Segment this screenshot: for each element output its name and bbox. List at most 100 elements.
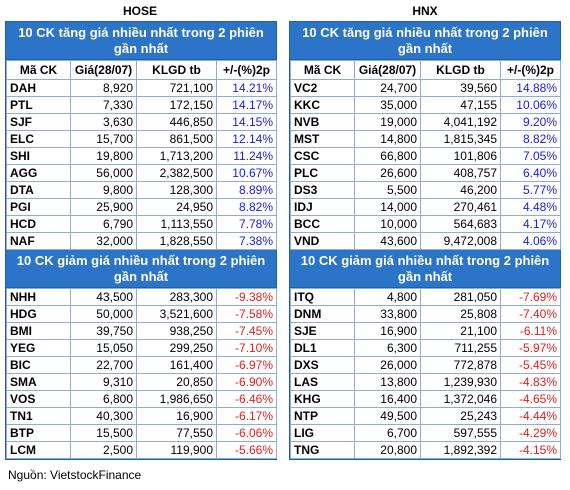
ticker-cell: TN1 xyxy=(6,407,71,425)
change-cell: 4.17% xyxy=(500,215,561,233)
column-header: Giá(28/07) xyxy=(70,60,137,80)
ticker-cell: HDG xyxy=(6,305,71,323)
volume-cell: 24,950 xyxy=(136,198,217,216)
change-cell: 8.82% xyxy=(216,198,277,216)
volume-cell: 270,461 xyxy=(420,198,501,216)
volume-cell: 721,100 xyxy=(136,79,217,97)
price-cell: 2,500 xyxy=(70,441,137,459)
volume-cell: 1,986,650 xyxy=(136,390,217,408)
table-row: PGI 25,900 24,950 8.82% xyxy=(6,198,277,216)
volume-cell: 299,250 xyxy=(136,339,217,357)
volume-cell: 938,250 xyxy=(136,322,217,340)
hose-panel: 10 CK tăng giá nhiều nhất trong 2 phiên … xyxy=(5,21,277,460)
volume-cell: 1,815,345 xyxy=(420,130,501,148)
price-cell: 43,600 xyxy=(354,232,421,250)
source-note: Nguồn: VietstockFinance xyxy=(8,468,142,482)
ticker-cell: DAH xyxy=(6,79,71,97)
hose-gainers-title: 10 CK tăng giá nhiều nhất trong 2 phiên … xyxy=(6,22,276,60)
ticker-cell: LAS xyxy=(290,373,355,391)
price-cell: 50,000 xyxy=(70,305,137,323)
volume-cell: 564,683 xyxy=(420,215,501,233)
price-cell: 14,000 xyxy=(354,198,421,216)
change-cell: 8.89% xyxy=(216,181,277,199)
price-cell: 26,000 xyxy=(354,356,421,374)
table-row: BMI 39,750 938,250 -7.45% xyxy=(6,322,277,340)
price-cell: 5,500 xyxy=(354,181,421,199)
ticker-cell: VC2 xyxy=(290,79,355,97)
table-row: BIC 22,700 161,400 -6.97% xyxy=(6,356,277,374)
volume-cell: 119,900 xyxy=(136,441,217,459)
table-row: NAF 32,000 1,828,550 7.38% xyxy=(6,232,277,250)
ticker-cell: DL1 xyxy=(290,339,355,357)
price-cell: 6,300 xyxy=(354,339,421,357)
ticker-cell: VOS xyxy=(6,390,71,408)
change-cell: 12.14% xyxy=(216,130,277,148)
ticker-cell: CSC xyxy=(290,147,355,165)
volume-cell: 283,300 xyxy=(136,288,217,306)
table-row: DNM 33,800 25,808 -7.40% xyxy=(290,305,561,323)
volume-cell: 772,878 xyxy=(420,356,501,374)
column-header: Giá(28/07) xyxy=(354,60,421,80)
ticker-cell: ITQ xyxy=(290,288,355,306)
column-header: +/-(%)2p xyxy=(500,60,561,80)
ticker-cell: PLC xyxy=(290,164,355,182)
ticker-cell: LCM xyxy=(6,441,71,459)
change-cell: -6.97% xyxy=(216,356,277,374)
volume-cell: 2,382,500 xyxy=(136,164,217,182)
hose-losers-title: 10 CK giảm giá nhiều nhất trong 2 phiên … xyxy=(6,250,276,288)
price-cell: 14,800 xyxy=(354,130,421,148)
table-row: HCD 6,790 1,113,550 7.78% xyxy=(6,215,277,233)
ticker-cell: TNG xyxy=(290,441,355,459)
hnx-losers-table: ITQ 4,800 281,050 -7.69% DNM 33,800 25,808 -7.4… xyxy=(290,288,561,459)
column-header: KLGD tb xyxy=(136,60,217,80)
hnx-panel: 10 CK tăng giá nhiều nhất trong 2 phiên … xyxy=(289,21,561,460)
change-cell: -4.15% xyxy=(500,441,561,459)
hnx-gainers-title: 10 CK tăng giá nhiều nhất trong 2 phiên … xyxy=(290,22,560,60)
hnx-losers-title: 10 CK giảm giá nhiều nhất trong 2 phiên … xyxy=(290,250,560,288)
table-row: DXS 26,000 772,878 -5.45% xyxy=(290,356,561,374)
volume-cell: 77,550 xyxy=(136,424,217,442)
change-cell: 14.21% xyxy=(216,79,277,97)
change-cell: 14.17% xyxy=(216,96,277,114)
table-row: DTA 9,800 128,300 8.89% xyxy=(6,181,277,199)
table-row: TN1 40,300 16,900 -6.17% xyxy=(6,407,277,425)
table-row: DAH 8,920 721,100 14.21% xyxy=(6,79,277,97)
table-row: SJE 16,900 21,100 -6.11% xyxy=(290,322,561,340)
ticker-cell: PTL xyxy=(6,96,71,114)
ticker-cell: VND xyxy=(290,232,355,250)
ticker-cell: NAF xyxy=(6,232,71,250)
table-row: ELC 15,700 861,500 12.14% xyxy=(6,130,277,148)
price-cell: 20,800 xyxy=(354,441,421,459)
price-cell: 39,750 xyxy=(70,322,137,340)
change-cell: -4.44% xyxy=(500,407,561,425)
volume-cell: 1,892,392 xyxy=(420,441,501,459)
table-row: BCC 10,000 564,683 4.17% xyxy=(290,215,561,233)
price-cell: 66,800 xyxy=(354,147,421,165)
table-row: KHG 16,400 1,372,046 -4.65% xyxy=(290,390,561,408)
volume-cell: 597,555 xyxy=(420,424,501,442)
column-header: KLGD tb xyxy=(420,60,501,80)
table-row: HDG 50,000 3,521,600 -7.58% xyxy=(6,305,277,323)
volume-cell: 711,255 xyxy=(420,339,501,357)
change-cell: -7.69% xyxy=(500,288,561,306)
table-row: LIG 6,700 597,555 -4.29% xyxy=(290,424,561,442)
price-cell: 6,790 xyxy=(70,215,137,233)
volume-cell: 446,850 xyxy=(136,113,217,131)
volume-cell: 161,400 xyxy=(136,356,217,374)
table-header-row: Mã CK Giá(28/07) KLGD tb +/-(%)2p xyxy=(6,60,277,80)
volume-cell: 1,239,930 xyxy=(420,373,501,391)
volume-cell: 1,713,200 xyxy=(136,147,217,165)
ticker-cell: DTA xyxy=(6,181,71,199)
change-cell: -6.46% xyxy=(216,390,277,408)
table-row: VND 43,600 9,472,008 4.06% xyxy=(290,232,561,250)
price-cell: 22,700 xyxy=(70,356,137,374)
volume-cell: 281,050 xyxy=(420,288,501,306)
ticker-cell: IDJ xyxy=(290,198,355,216)
volume-cell: 3,521,600 xyxy=(136,305,217,323)
volume-cell: 408,757 xyxy=(420,164,501,182)
table-row: ITQ 4,800 281,050 -7.69% xyxy=(290,288,561,306)
table-header-row: Mã CK Giá(28/07) KLGD tb +/-(%)2p xyxy=(290,60,561,80)
change-cell: -6.11% xyxy=(500,322,561,340)
change-cell: -4.29% xyxy=(500,424,561,442)
table-row: IDJ 14,000 270,461 4.48% xyxy=(290,198,561,216)
